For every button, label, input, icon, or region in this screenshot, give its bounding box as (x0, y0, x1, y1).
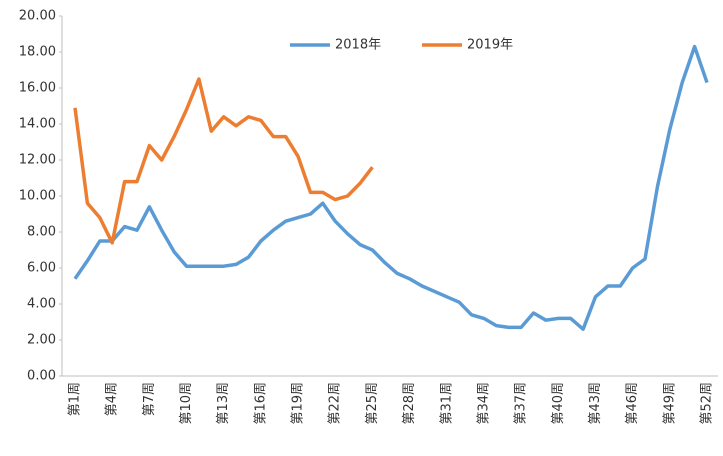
x-tick-label: 第52周 (700, 382, 715, 425)
x-tick-label: 第25周 (365, 382, 380, 425)
x-tick-label: 第16周 (253, 382, 268, 425)
y-tick-label: 16.00 (19, 81, 56, 96)
y-tick-label: 12.00 (19, 153, 56, 168)
x-tick-label: 第1周 (68, 382, 83, 416)
y-tick-label: 10.00 (19, 189, 56, 204)
x-tick-label: 第34周 (476, 382, 491, 425)
x-tick-label: 第46周 (625, 382, 640, 425)
x-tick-label: 第10周 (179, 382, 194, 425)
y-tick-label: 14.00 (19, 117, 56, 132)
x-tick-label: 第19周 (291, 382, 306, 425)
legend-label: 2019年 (467, 38, 513, 53)
x-tick-label: 第49周 (662, 382, 677, 425)
y-tick-label: 18.00 (19, 45, 56, 60)
x-tick-label: 第7周 (142, 382, 157, 416)
x-tick-label: 第4周 (105, 382, 120, 416)
x-tick-label: 第40周 (551, 382, 566, 425)
y-tick-label: 0.00 (27, 369, 56, 384)
x-tick-label: 第37周 (514, 382, 529, 425)
x-tick-label: 第22周 (328, 382, 343, 425)
legend-label: 2018年 (335, 38, 381, 53)
y-tick-label: 4.00 (27, 297, 56, 312)
y-tick-label: 2.00 (27, 333, 56, 348)
y-tick-label: 20.00 (19, 9, 56, 24)
y-tick-label: 6.00 (27, 261, 56, 276)
x-tick-label: 第28周 (402, 382, 417, 425)
x-tick-label: 第31周 (439, 382, 454, 425)
y-tick-label: 8.00 (27, 225, 56, 240)
series-line (73, 44, 709, 331)
series-line (73, 77, 374, 245)
x-tick-label: 第43周 (588, 382, 603, 425)
x-tick-label: 第13周 (216, 382, 231, 425)
